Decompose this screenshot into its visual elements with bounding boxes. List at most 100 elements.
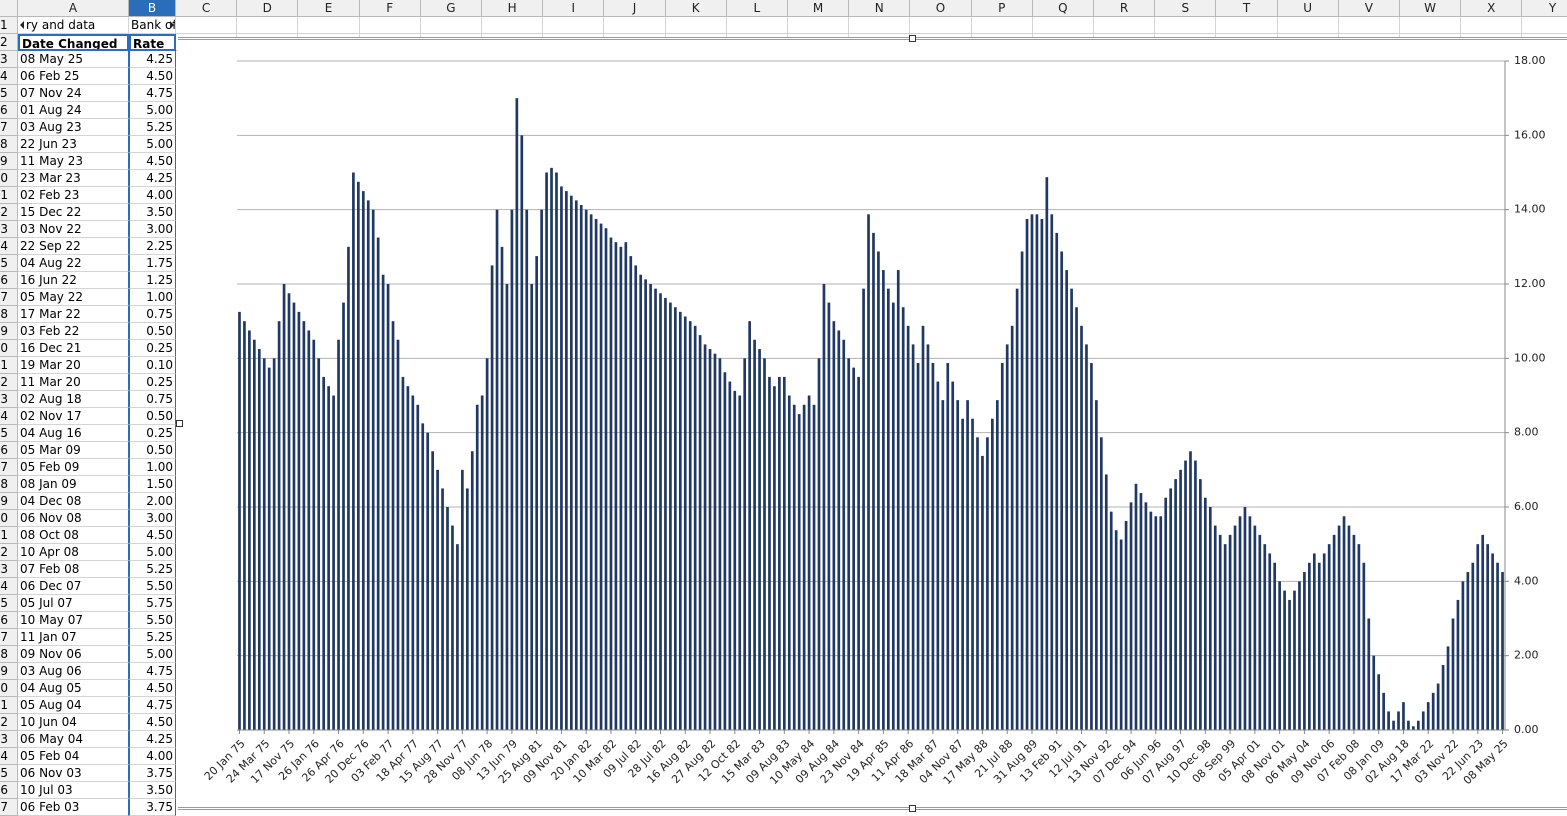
column-header[interactable]: F — [359, 0, 421, 17]
date-cell[interactable]: 02 Nov 17 — [18, 408, 129, 425]
date-cell[interactable]: 05 Aug 04 — [18, 697, 129, 714]
row-header[interactable]: 6 — [0, 102, 18, 119]
cell[interactable] — [359, 17, 421, 34]
date-cell[interactable]: 22 Sep 22 — [18, 238, 129, 255]
rate-cell[interactable]: 1.25 — [129, 272, 176, 289]
row-header[interactable]: 40 — [0, 680, 18, 697]
cell[interactable] — [1032, 17, 1094, 34]
column-header[interactable]: L — [726, 0, 788, 17]
table-header[interactable]: Rate — [129, 34, 176, 51]
row-header[interactable]: 7 — [0, 119, 18, 136]
cell[interactable] — [726, 17, 788, 34]
row-header[interactable]: 44 — [0, 748, 18, 765]
rate-cell[interactable]: 3.75 — [129, 799, 176, 816]
table-header[interactable]: Date Changed — [18, 34, 129, 51]
row-header[interactable]: 38 — [0, 646, 18, 663]
rate-cell[interactable]: 4.50 — [129, 680, 176, 697]
rate-cell[interactable]: 4.75 — [129, 663, 176, 680]
date-cell[interactable]: 03 Aug 23 — [18, 119, 129, 136]
column-header[interactable]: S — [1155, 0, 1217, 17]
row-header[interactable]: 34 — [0, 578, 18, 595]
cell[interactable] — [1094, 17, 1156, 34]
column-header[interactable]: P — [971, 0, 1033, 17]
column-header[interactable]: X — [1461, 0, 1523, 17]
rate-cell[interactable]: 5.75 — [129, 595, 176, 612]
date-cell[interactable]: 03 Feb 22 — [18, 323, 129, 340]
date-cell[interactable]: 10 Jul 03 — [18, 782, 129, 799]
date-cell[interactable]: 05 Feb 09 — [18, 459, 129, 476]
cell[interactable] — [1338, 17, 1400, 34]
row-header[interactable]: 46 — [0, 782, 18, 799]
rate-cell[interactable]: 5.00 — [129, 544, 176, 561]
rate-cell[interactable]: 2.25 — [129, 238, 176, 255]
date-cell[interactable]: 17 Mar 22 — [18, 306, 129, 323]
row-header[interactable]: 23 — [0, 391, 18, 408]
cell[interactable] — [1216, 17, 1278, 34]
column-header[interactable]: D — [237, 0, 299, 17]
row-header[interactable]: 11 — [0, 187, 18, 204]
title-cell[interactable]: ry and data — [18, 17, 129, 34]
cell[interactable] — [482, 17, 544, 34]
row-header[interactable]: 37 — [0, 629, 18, 646]
rate-cell[interactable]: 4.50 — [129, 153, 176, 170]
date-cell[interactable]: 04 Aug 05 — [18, 680, 129, 697]
row-header[interactable]: 16 — [0, 272, 18, 289]
cell[interactable] — [176, 17, 238, 34]
date-cell[interactable]: 10 Apr 08 — [18, 544, 129, 561]
row-header[interactable]: 29 — [0, 493, 18, 510]
row-header[interactable]: 41 — [0, 697, 18, 714]
column-header[interactable]: C — [176, 0, 238, 17]
date-cell[interactable]: 06 Dec 07 — [18, 578, 129, 595]
row-header[interactable]: 12 — [0, 204, 18, 221]
row-header[interactable]: 33 — [0, 561, 18, 578]
row-header[interactable]: 45 — [0, 765, 18, 782]
rate-cell[interactable]: 0.50 — [129, 442, 176, 459]
date-cell[interactable]: 11 Mar 20 — [18, 374, 129, 391]
rate-cell[interactable]: 5.00 — [129, 102, 176, 119]
resize-handle[interactable] — [909, 805, 916, 812]
cell[interactable] — [420, 17, 482, 34]
cell[interactable] — [849, 17, 911, 34]
column-header[interactable]: U — [1277, 0, 1339, 17]
rate-cell[interactable]: 0.25 — [129, 340, 176, 357]
column-header[interactable]: V — [1338, 0, 1400, 17]
cell[interactable] — [1155, 17, 1217, 34]
rate-cell[interactable]: 0.10 — [129, 357, 176, 374]
rate-cell[interactable]: 4.50 — [129, 714, 176, 731]
date-cell[interactable]: 03 Nov 22 — [18, 221, 129, 238]
date-cell[interactable]: 16 Dec 21 — [18, 340, 129, 357]
date-cell[interactable]: 10 May 07 — [18, 612, 129, 629]
rate-cell[interactable]: 2.00 — [129, 493, 176, 510]
row-header[interactable]: 22 — [0, 374, 18, 391]
rate-cell[interactable]: 1.50 — [129, 476, 176, 493]
row-header[interactable]: 4 — [0, 68, 18, 85]
resize-handle[interactable] — [176, 420, 183, 427]
row-header[interactable]: 8 — [0, 136, 18, 153]
date-cell[interactable]: 23 Mar 23 — [18, 170, 129, 187]
row-header[interactable]: 31 — [0, 527, 18, 544]
cell[interactable] — [971, 17, 1033, 34]
date-cell[interactable]: 02 Feb 23 — [18, 187, 129, 204]
column-header[interactable]: G — [420, 0, 482, 17]
rate-cell[interactable]: 3.75 — [129, 765, 176, 782]
rate-cell[interactable]: 1.00 — [129, 289, 176, 306]
rate-cell[interactable]: 3.00 — [129, 510, 176, 527]
column-header[interactable]: N — [849, 0, 911, 17]
row-header[interactable]: 30 — [0, 510, 18, 527]
row-header[interactable]: 26 — [0, 442, 18, 459]
cell[interactable] — [298, 17, 360, 34]
cell[interactable] — [1277, 17, 1339, 34]
rate-cell[interactable]: 4.50 — [129, 527, 176, 544]
rate-cell[interactable]: 5.50 — [129, 612, 176, 629]
row-header[interactable]: 28 — [0, 476, 18, 493]
column-header[interactable]: R — [1094, 0, 1156, 17]
rate-cell[interactable]: 5.25 — [129, 561, 176, 578]
corner[interactable] — [0, 0, 18, 17]
column-header[interactable]: J — [604, 0, 666, 17]
date-cell[interactable]: 09 Nov 06 — [18, 646, 129, 663]
date-cell[interactable]: 07 Feb 08 — [18, 561, 129, 578]
column-header[interactable]: B — [129, 0, 176, 17]
row-header[interactable]: 18 — [0, 306, 18, 323]
date-cell[interactable]: 06 Feb 03 — [18, 799, 129, 816]
date-cell[interactable]: 06 May 04 — [18, 731, 129, 748]
